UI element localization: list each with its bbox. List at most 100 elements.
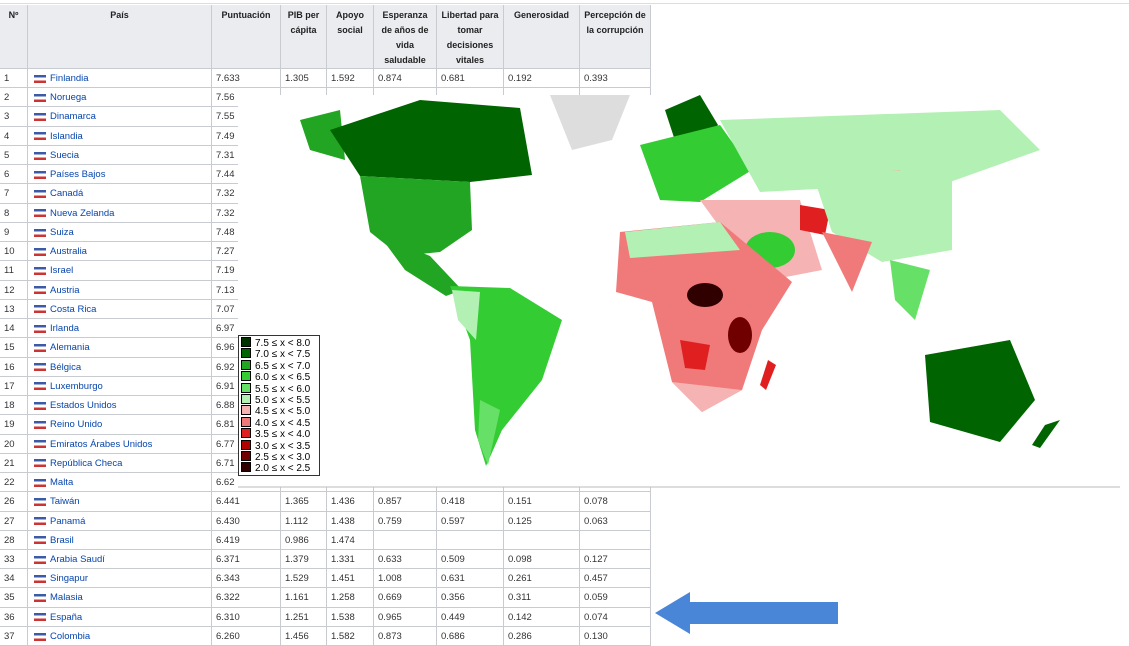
country-link[interactable]: Colombia <box>28 626 212 646</box>
flag <box>34 247 46 256</box>
country-link[interactable]: Malasia <box>28 588 212 608</box>
column-header: Apoyo social <box>327 5 374 69</box>
flag <box>34 536 46 545</box>
country-link[interactable]: Irlanda <box>28 319 212 339</box>
legend-swatch <box>241 337 251 347</box>
legend-swatch <box>241 450 251 461</box>
legend-label: 3.5 ≤ x < 4.0 <box>255 429 311 441</box>
table-cell: 6.419 <box>212 530 281 550</box>
table-cell: 6.260 <box>212 626 281 646</box>
country-link[interactable]: Canadá <box>28 184 212 204</box>
country-link[interactable]: Australia <box>28 242 212 262</box>
country-link[interactable]: Israel <box>28 261 212 281</box>
flag <box>34 267 46 275</box>
legend-label: 6.5 ≤ x < 7.0 <box>255 360 311 372</box>
table-cell: 1.365 <box>281 492 327 512</box>
table-cell: 10 <box>0 242 28 262</box>
country-link[interactable]: Nueva Zelanda <box>28 203 212 223</box>
country-link[interactable]: Taiwán <box>28 492 212 512</box>
table-cell: 1.592 <box>327 69 374 89</box>
legend-swatch <box>241 405 251 416</box>
table-cell: 0.597 <box>437 511 504 531</box>
legend-label: 3.0 ≤ x < 3.5 <box>255 440 311 452</box>
table-cell: 1.438 <box>327 511 374 531</box>
country-link[interactable]: Dinamarca <box>28 107 212 127</box>
flag <box>34 440 46 449</box>
flag <box>34 190 46 199</box>
legend-label: 2.0 ≤ x < 2.5 <box>255 463 311 475</box>
column-header: Percepción de la corrupción <box>580 5 651 69</box>
flag <box>34 594 46 603</box>
table-cell: 1 <box>0 69 28 89</box>
table-cell: 1.451 <box>327 569 374 589</box>
country-link[interactable]: Reino Unido <box>28 415 212 435</box>
table-cell: 0.063 <box>580 511 651 531</box>
column-header: Puntuación <box>212 5 281 69</box>
table-cell: 1.331 <box>327 550 374 570</box>
map-legend: 7.5 ≤ x < 8.0 7.0 ≤ x < 7.5 6.5 ≤ x < 7.0 6… <box>238 335 320 476</box>
table-cell: 15 <box>0 338 28 358</box>
world-map <box>238 95 1120 488</box>
country-link[interactable]: Suiza <box>28 222 212 243</box>
country-link[interactable]: España <box>28 607 212 627</box>
country-link[interactable]: Suecia <box>28 145 212 166</box>
country-link[interactable]: Arabia Saudí <box>28 550 212 570</box>
table-cell: 1.258 <box>327 588 374 608</box>
country-link[interactable]: Luxemburgo <box>28 376 212 397</box>
table-cell: 0.759 <box>374 511 437 531</box>
table-cell: 7.633 <box>212 69 281 89</box>
legend-label: 2.5 ≤ x < 3.0 <box>255 451 311 463</box>
country-link[interactable]: Singapur <box>28 569 212 589</box>
legend-swatch <box>241 348 251 359</box>
country-link[interactable]: Emiratos Árabes Unidos <box>28 434 212 454</box>
table-cell: 0.130 <box>580 626 651 646</box>
table-cell: 26 <box>0 492 28 512</box>
table-cell: 1.529 <box>281 569 327 589</box>
country-link[interactable]: Países Bajos <box>28 165 212 185</box>
table-cell: 0.509 <box>437 550 504 570</box>
country-link[interactable]: Noruega <box>28 88 212 108</box>
legend-swatch <box>241 439 251 450</box>
table-cell: 34 <box>0 569 28 589</box>
table-cell: 0.418 <box>437 492 504 512</box>
country-link[interactable]: Brasil <box>28 530 212 550</box>
country-link[interactable]: Finlandia <box>28 69 212 89</box>
country-link[interactable]: Alemania <box>28 338 212 358</box>
country-link[interactable]: República Checa <box>28 453 212 474</box>
flag <box>34 555 46 564</box>
table-cell: 6.310 <box>212 607 281 627</box>
empty-cell <box>374 530 437 550</box>
flag <box>34 113 46 122</box>
country-link[interactable]: Austria <box>28 280 212 300</box>
table-cell: 4 <box>0 126 28 146</box>
country-link[interactable]: Islandia <box>28 126 212 146</box>
flag <box>34 209 46 218</box>
table-cell: 36 <box>0 607 28 627</box>
table-cell: 9 <box>0 222 28 243</box>
table-cell: 0.059 <box>580 588 651 608</box>
legend-label: 7.5 ≤ x < 8.0 <box>255 338 311 349</box>
flag <box>34 93 46 102</box>
flag <box>34 305 46 314</box>
table-cell: 0.078 <box>580 492 651 512</box>
country-link[interactable]: Panamá <box>28 511 212 531</box>
legend-entry: 2.0 ≤ x < 2.5 <box>241 462 317 475</box>
column-header: PIB per cápita <box>281 5 327 69</box>
empty-cell <box>504 530 580 550</box>
table-cell: 5 <box>0 145 28 166</box>
column-header: Libertad para tomar decisiones vitales <box>437 5 504 69</box>
country-link[interactable]: Estados Unidos <box>28 396 212 416</box>
table-cell: 0.151 <box>504 492 580 512</box>
country-link[interactable]: Malta <box>28 473 212 493</box>
legend-swatch <box>241 462 251 473</box>
legend-entry: 6.0 ≤ x < 6.5 <box>241 371 317 383</box>
flag <box>34 574 46 583</box>
table-cell: 35 <box>0 588 28 608</box>
table-cell: 1.474 <box>327 530 374 550</box>
country-link[interactable]: Bélgica <box>28 357 212 377</box>
flag <box>34 420 46 429</box>
flag <box>34 228 46 237</box>
empty-cell <box>580 530 651 550</box>
country-link[interactable]: Costa Rica <box>28 299 212 320</box>
